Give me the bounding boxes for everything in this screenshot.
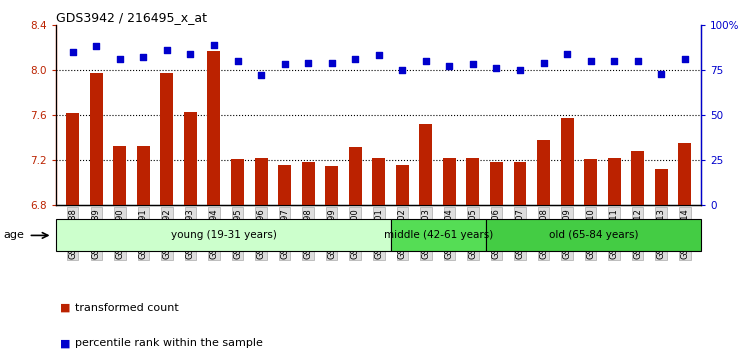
Point [278,62,290,67]
Bar [655,169,668,205]
Point [679,56,691,62]
Point [184,51,196,57]
Bar [160,73,173,205]
Point [514,67,526,73]
Bar [584,159,597,205]
Point [538,60,550,65]
Text: old (65-84 years): old (65-84 years) [549,230,638,240]
Text: young (19-31 years): young (19-31 years) [170,230,277,240]
Text: ■: ■ [60,303,70,313]
Point [326,60,338,65]
Bar [184,112,197,205]
Bar [56,219,391,251]
Bar [208,51,220,205]
Bar [136,145,150,205]
Bar [90,73,103,205]
Bar [254,158,268,205]
Text: percentile rank within the sample: percentile rank within the sample [75,338,262,348]
Bar [231,159,244,205]
Bar [66,113,80,205]
Bar [608,158,621,205]
Point [161,47,173,53]
Point [114,56,126,62]
Point [137,55,149,60]
Point [396,67,408,73]
Point [232,58,244,64]
Bar [466,158,479,205]
Point [373,53,385,58]
Point [443,63,455,69]
Bar [349,147,361,205]
Text: GDS3942 / 216495_x_at: GDS3942 / 216495_x_at [56,11,207,24]
Text: age: age [4,230,25,240]
Point [656,71,668,76]
Bar [443,158,456,205]
Point [584,58,596,64]
Bar [302,162,314,205]
Point [632,58,644,64]
Point [67,49,79,55]
Bar [419,124,432,205]
Bar [537,140,550,205]
Bar [632,151,644,205]
Point [467,62,479,67]
Point [420,58,432,64]
Bar [391,219,486,251]
Bar [486,219,701,251]
Bar [490,162,503,205]
Point [90,44,102,49]
Point [255,73,267,78]
Bar [372,158,386,205]
Point [561,51,573,57]
Bar [113,145,126,205]
Bar [678,143,692,205]
Point [208,42,220,47]
Point [608,58,620,64]
Bar [326,166,338,205]
Text: middle (42-61 years): middle (42-61 years) [384,230,493,240]
Bar [560,119,574,205]
Bar [396,165,409,205]
Text: transformed count: transformed count [75,303,178,313]
Point [350,56,361,62]
Text: ■: ■ [60,338,70,348]
Point [490,65,502,71]
Bar [278,165,291,205]
Point [302,60,314,65]
Bar [514,162,526,205]
